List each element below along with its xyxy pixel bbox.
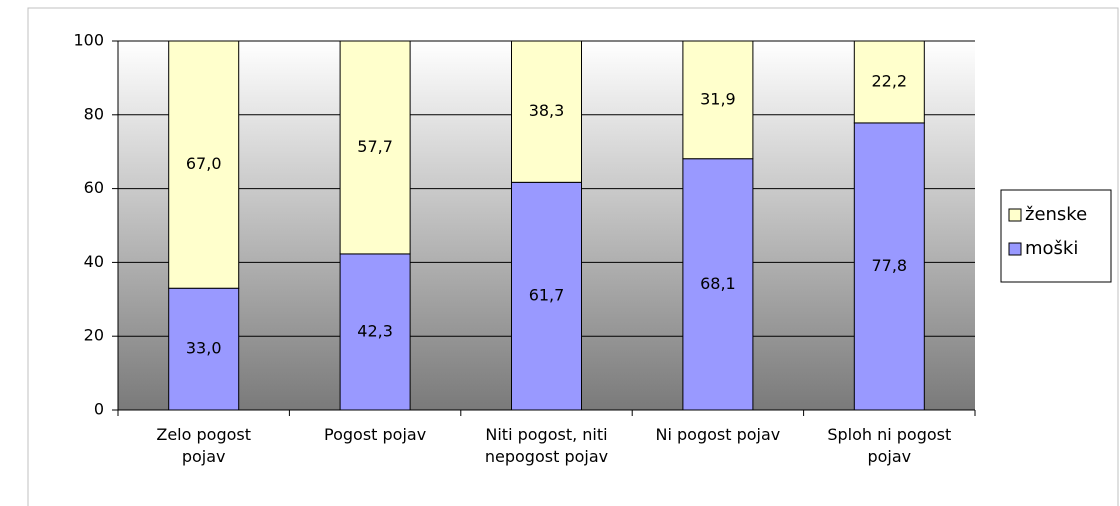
y-tick-label: 80 — [84, 104, 104, 123]
data-label: 31,9 — [700, 89, 736, 108]
data-label: 67,0 — [186, 154, 222, 173]
x-tick-label: Niti pogost, niti nepogost pojav — [484, 425, 609, 466]
y-tick-label: 20 — [84, 326, 104, 345]
data-label: 77,8 — [871, 256, 907, 275]
bar-segment — [511, 181, 582, 411]
y-tick-label: 0 — [94, 400, 104, 419]
data-label: 33,0 — [186, 339, 222, 358]
legend-swatch — [1008, 242, 1022, 256]
bar-segment — [511, 40, 582, 183]
data-label: 38,3 — [529, 101, 565, 120]
bar-segment — [682, 40, 754, 160]
bar-segment — [853, 122, 925, 411]
data-label: 42,3 — [357, 321, 393, 340]
bar-segment — [168, 287, 240, 411]
y-tick-label: 60 — [84, 178, 104, 197]
data-label: 22,2 — [871, 71, 907, 90]
legend-swatch — [1008, 208, 1022, 222]
chart-frame — [27, 7, 1119, 506]
bar-segment — [339, 40, 411, 255]
x-tick-label: Pogost pojav — [324, 425, 427, 444]
bar-segment — [853, 40, 925, 124]
legend-box — [1000, 189, 1112, 283]
x-tick-label: Sploh ni pogost pojav — [827, 425, 952, 466]
bar-segment — [682, 158, 754, 411]
x-tick-label: Zelo pogost pojav — [156, 425, 251, 466]
data-label: 68,1 — [700, 274, 736, 293]
data-label: 57,7 — [357, 137, 393, 156]
y-tick-label: 40 — [84, 252, 104, 271]
legend-label: moški — [1025, 238, 1078, 259]
y-tick-label: 100 — [73, 31, 104, 50]
bar-segment — [168, 40, 240, 289]
legend-label: ženske — [1025, 204, 1087, 225]
data-label: 61,7 — [529, 286, 565, 305]
x-tick-label: Ni pogost pojav — [655, 425, 781, 444]
